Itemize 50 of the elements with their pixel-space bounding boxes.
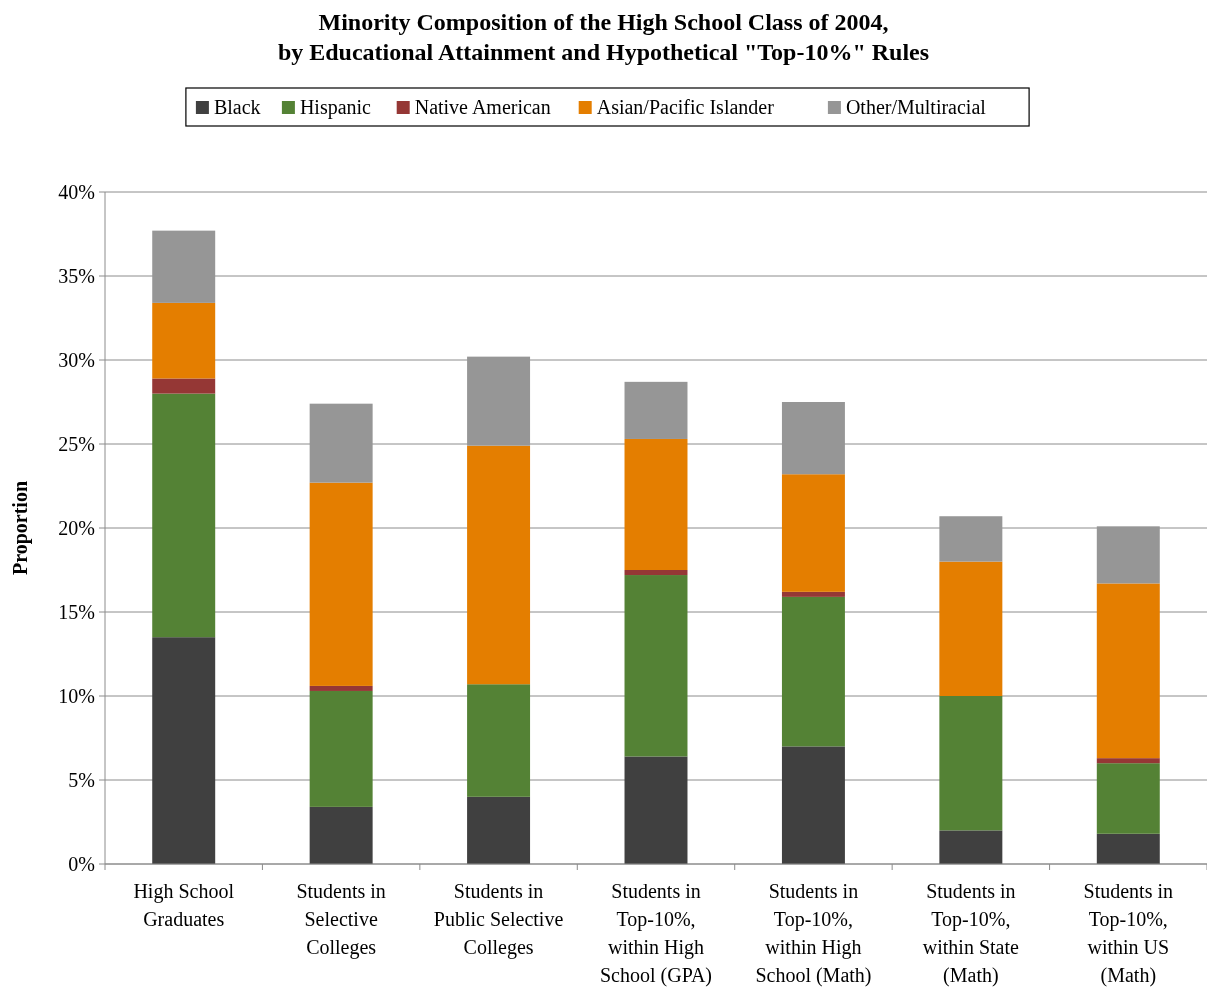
y-tick-label: 20% bbox=[58, 517, 95, 539]
y-tick-label: 0% bbox=[68, 853, 95, 875]
bar bbox=[467, 684, 531, 797]
bar bbox=[309, 690, 373, 807]
bar bbox=[781, 474, 845, 592]
bar bbox=[781, 596, 845, 747]
bar bbox=[1096, 833, 1160, 864]
legend-label: Native American bbox=[414, 96, 551, 118]
x-tick-label: Students in Top-10%, within High School (GPA) bbox=[599, 880, 713, 987]
bar bbox=[467, 445, 531, 685]
y-tick-label: 15% bbox=[58, 601, 95, 623]
y-axis-title: Proportion bbox=[9, 480, 32, 576]
bar bbox=[624, 438, 688, 570]
x-tick-label: Students in Top-10%, within State (Math) bbox=[922, 880, 1020, 987]
bar bbox=[309, 806, 373, 864]
bar bbox=[1096, 583, 1160, 759]
y-tick-label: 35% bbox=[58, 265, 95, 287]
bar bbox=[624, 570, 688, 576]
bar bbox=[467, 796, 531, 864]
x-tick-label: Students in Top-10%, within High School (Math) bbox=[755, 880, 872, 987]
bar bbox=[152, 393, 216, 638]
y-tick-label: 25% bbox=[58, 433, 95, 455]
bar bbox=[1096, 758, 1160, 764]
bar bbox=[624, 756, 688, 864]
legend-label: Hispanic bbox=[299, 96, 372, 119]
bar bbox=[781, 746, 845, 864]
legend-label: Other/Multiracial bbox=[845, 96, 987, 118]
bar bbox=[309, 685, 373, 691]
bar bbox=[624, 575, 688, 757]
bar bbox=[152, 302, 216, 379]
legend-label: Asian/Pacific Islander bbox=[596, 96, 775, 118]
y-tick-label: 40% bbox=[58, 181, 95, 203]
bar bbox=[624, 381, 688, 439]
x-tick-label: Students in Selective Colleges bbox=[296, 880, 386, 959]
x-tick-label: Students in Public Selective Colleges bbox=[433, 880, 564, 959]
bar bbox=[939, 561, 1003, 696]
bar bbox=[781, 591, 845, 597]
bar bbox=[152, 637, 216, 864]
x-tick-label: High School Graduates bbox=[133, 880, 235, 930]
bar bbox=[939, 830, 1003, 864]
legend-label: Black bbox=[213, 96, 261, 118]
bar bbox=[939, 696, 1003, 831]
bar bbox=[152, 378, 216, 394]
y-tick-label: 5% bbox=[68, 769, 95, 791]
y-tick-label: 30% bbox=[58, 349, 95, 371]
chart-title: Minority Composition of the High School Class of 2004, by Educational Attainment and Hypothetical "Top-10%" Rules bbox=[277, 9, 930, 65]
x-tick-label: Students in Top-10%, within US (Math) bbox=[1083, 880, 1174, 987]
y-tick-label: 10% bbox=[58, 685, 95, 707]
bar bbox=[309, 482, 373, 686]
bar bbox=[1096, 763, 1160, 834]
